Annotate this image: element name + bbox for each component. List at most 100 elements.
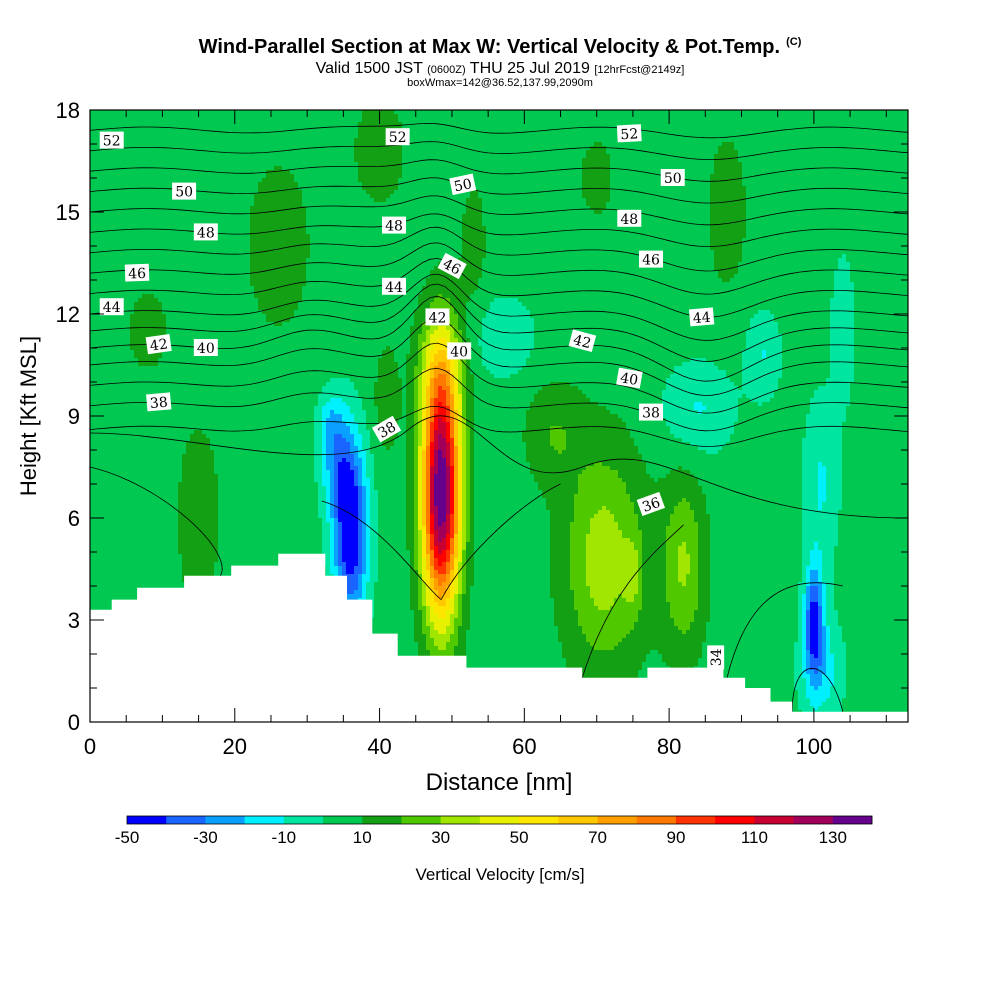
- theta-contour-label: 38: [146, 392, 172, 412]
- colorbar-tick-label: 130: [819, 828, 847, 847]
- y-tick-label: 15: [56, 200, 80, 225]
- theta-contour-line: [791, 668, 844, 712]
- theta-contour-label: 52: [616, 124, 642, 143]
- colorbar-tick-label: 10: [353, 828, 372, 847]
- theta-contour-label: 50: [660, 169, 685, 187]
- colorbar: -50 -30 -10 10 30 50 70 90 110 130 Vertical Veloci…: [115, 815, 873, 884]
- colorbar-label: Vertical Velocity [cm/s]: [415, 865, 584, 884]
- theta-contour-label: 40: [447, 342, 472, 360]
- theta-label-box: [639, 250, 664, 268]
- theta-contour-label: 52: [385, 128, 410, 146]
- colorbar-swatch: [401, 816, 441, 824]
- theta-contour-label: 44: [688, 307, 715, 327]
- theta-contour-label: 42: [145, 334, 172, 355]
- theta-label-text: 40: [197, 341, 215, 357]
- colorbar-swatch: [793, 816, 834, 824]
- x-tick-label: 100: [796, 734, 833, 759]
- theta-label-box: [99, 131, 124, 149]
- theta-contour-label: 48: [382, 216, 407, 235]
- theta-label-box: [382, 216, 407, 234]
- theta-contour-label: 46: [124, 263, 150, 283]
- colorbar-tick-label: 70: [588, 828, 607, 847]
- theta-contour-label: 44: [99, 298, 124, 316]
- box-info: boxWmax=142@36.52,137.99,2090m: [407, 77, 593, 89]
- theta-label-box: [616, 124, 642, 143]
- colorbar-swatch: [832, 816, 873, 824]
- theta-label-box: [568, 329, 597, 353]
- colorbar-swatch: [127, 816, 167, 824]
- x-tick-label: 80: [657, 734, 681, 759]
- theta-contour-label: 34: [707, 645, 725, 670]
- colorbar-swatch: [597, 816, 638, 824]
- theta-label-text: 52: [103, 134, 121, 150]
- theta-contour-label: 52: [99, 131, 124, 150]
- velocity-field-band: [422, 338, 462, 618]
- theta-contour-line: [90, 367, 908, 432]
- theta-contour-line: [90, 317, 908, 396]
- theta-label-text: 44: [692, 310, 711, 327]
- chart-subtitle: Valid 1500 JST (0600Z) THU 25 Jul 2019 […: [0, 60, 1000, 78]
- theta-label-text: 40: [450, 344, 468, 360]
- colorbar-swatch: [244, 816, 285, 824]
- theta-contour-line: [90, 141, 908, 160]
- colorbar-swatch: [205, 816, 245, 824]
- theta-label-box: [371, 415, 402, 443]
- theta-contour-label: 40: [193, 339, 218, 357]
- theta-label-box: [425, 308, 450, 326]
- velocity-field-band: [130, 110, 746, 714]
- theta-label-box: [660, 169, 685, 186]
- theta-label-text: 38: [642, 406, 660, 422]
- velocity-field-band: [434, 450, 446, 526]
- theta-contour-line: [726, 582, 843, 678]
- theta-label-text: 40: [619, 370, 639, 389]
- theta-label-text: 44: [385, 280, 403, 296]
- theta-contour-line: [581, 524, 684, 678]
- theta-contour-line: [90, 195, 908, 226]
- theta-label-text: 36: [640, 495, 662, 516]
- colorbar-swatch: [636, 816, 677, 824]
- theta-contour-line: [90, 415, 908, 519]
- theta-contour-line: [90, 242, 908, 295]
- theta-label-box: [146, 392, 172, 412]
- theta-contour-label: 46: [639, 250, 664, 269]
- theta-contour-line: [90, 159, 908, 182]
- theta-label-text: 46: [128, 266, 146, 283]
- velocity-field-band: [418, 314, 690, 650]
- theta-contour-label: 48: [193, 223, 218, 241]
- theta-contour-line: [90, 177, 908, 204]
- theta-label-text: 42: [149, 336, 169, 354]
- valid-utc: (0600Z): [427, 64, 466, 76]
- theta-label-text: 34: [709, 648, 725, 666]
- theta-label-box: [636, 491, 666, 517]
- x-tick-label: 60: [512, 734, 536, 759]
- theta-label-box: [193, 339, 218, 356]
- y-tick-label: 18: [56, 98, 80, 123]
- x-tick-label: 20: [223, 734, 247, 759]
- x-axis-label: Distance [nm]: [426, 769, 573, 796]
- theta-contour-label: 38: [371, 415, 402, 443]
- x-tick-label: 0: [84, 734, 96, 759]
- theta-contour-line: [90, 226, 908, 272]
- theta-label-text: 38: [376, 419, 399, 442]
- theta-label-box: [193, 223, 218, 241]
- theta-contour-line: [90, 342, 908, 414]
- colorbar-swatch: [166, 816, 206, 824]
- copyright-mark: (C): [786, 36, 802, 49]
- y-tick-label: 0: [68, 710, 80, 735]
- theta-label-text: 46: [642, 253, 660, 269]
- colorbar-frame: [126, 815, 873, 825]
- colorbar-tick-label: -30: [193, 828, 218, 847]
- theta-contour-label: 48: [617, 209, 642, 228]
- theta-label-box: [172, 182, 197, 200]
- colorbar-swatch: [675, 816, 716, 824]
- chart-title: Wind-Parallel Section at Max W: Vertical…: [0, 36, 1000, 59]
- theta-label-box: [99, 298, 124, 316]
- theta-label-text: 50: [453, 176, 474, 195]
- theta-label-box: [145, 334, 172, 355]
- colorbar-tick-label: 90: [666, 828, 685, 847]
- colorbar-swatch: [323, 816, 363, 824]
- theta-contour-label: 38: [639, 403, 664, 422]
- y-axis-label: Height [Kft MSL]: [16, 336, 41, 496]
- colorbar-tick-label: 30: [431, 828, 450, 847]
